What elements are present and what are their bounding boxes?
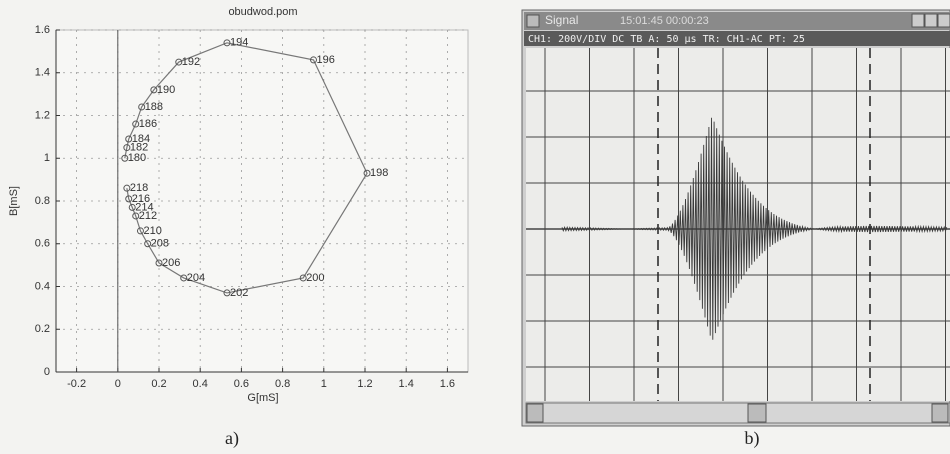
y-axis-label: B[mS] [8,186,20,216]
point-label: 218 [130,182,148,194]
point-label: 210 [143,225,161,237]
point-label: 208 [151,238,169,250]
panel-a: obudwod.pom G[mS] B[mS] a) -0.2 0 0.2 0.4 0.… [8,6,468,449]
window-icon [527,15,539,27]
point-label: 206 [162,257,180,269]
point-label: 194 [230,37,248,49]
x-tick-label: 1 [321,378,327,390]
point-label: 216 [132,193,150,205]
figure: obudwod.pom G[mS] B[mS] a) -0.2 0 0.2 0.4 0.… [0,0,950,454]
x-tick-label: 1.2 [357,378,372,390]
point-label: 180 [128,152,146,164]
caption: b) [745,428,760,449]
point-label: 190 [157,84,175,96]
chart-title: obudwod.pom [228,6,297,18]
y-tick-label: 1 [44,152,50,164]
y-tick-label: 0.6 [35,238,50,250]
point-label: 196 [317,54,335,66]
y-tick-label: 1.4 [35,67,50,79]
minimize-button[interactable] [912,14,924,27]
x-tick-label: -0.2 [67,378,86,390]
scrollbar[interactable] [526,403,950,423]
point-label: 202 [230,287,248,299]
point-label: 186 [139,118,157,130]
point-label: 198 [370,167,388,179]
window-timestamp: 15:01:45 00:00:23 [620,15,709,27]
point-label: 188 [145,101,163,113]
point-label: 184 [132,133,150,145]
y-tick-label: 1.6 [35,24,50,36]
y-tick-label: 0.2 [35,323,50,335]
x-tick-label: 0 [115,378,121,390]
y-tick-label: 1.2 [35,109,50,121]
x-tick-label: 1.4 [399,378,414,390]
title-bar [524,12,950,30]
point-label: 192 [182,56,200,68]
maximize-button[interactable] [925,14,937,27]
window-title: Signal [545,13,578,27]
x-tick-label: 0.8 [275,378,290,390]
page: obudwod.pom G[mS] B[mS] a) -0.2 0 0.2 0.4 0.… [0,0,950,454]
close-button[interactable] [938,14,950,27]
scroll-thumb[interactable] [748,404,766,422]
scroll-right[interactable] [932,404,948,422]
x-tick-label: 1.6 [440,378,455,390]
caption: a) [225,428,239,449]
status-text: CH1: 200V/DIV DC TB A: 50 µs TR: CH1-AC … [528,34,805,45]
scope-window: Signal 15:01:45 00:00:23 CH1: 200V/DIV D… [522,10,950,449]
x-tick-label: 0.2 [151,378,166,390]
y-tick-label: 0 [44,366,50,378]
y-tick-label: 0.4 [35,280,50,292]
point-label: 200 [306,272,324,284]
scroll-left[interactable] [527,404,543,422]
x-axis-label: G[mS] [247,392,278,404]
y-tick-label: 0.8 [35,195,50,207]
x-tick-label: 0.6 [234,378,249,390]
point-label: 204 [187,272,205,284]
x-tick-label: 0.4 [193,378,208,390]
